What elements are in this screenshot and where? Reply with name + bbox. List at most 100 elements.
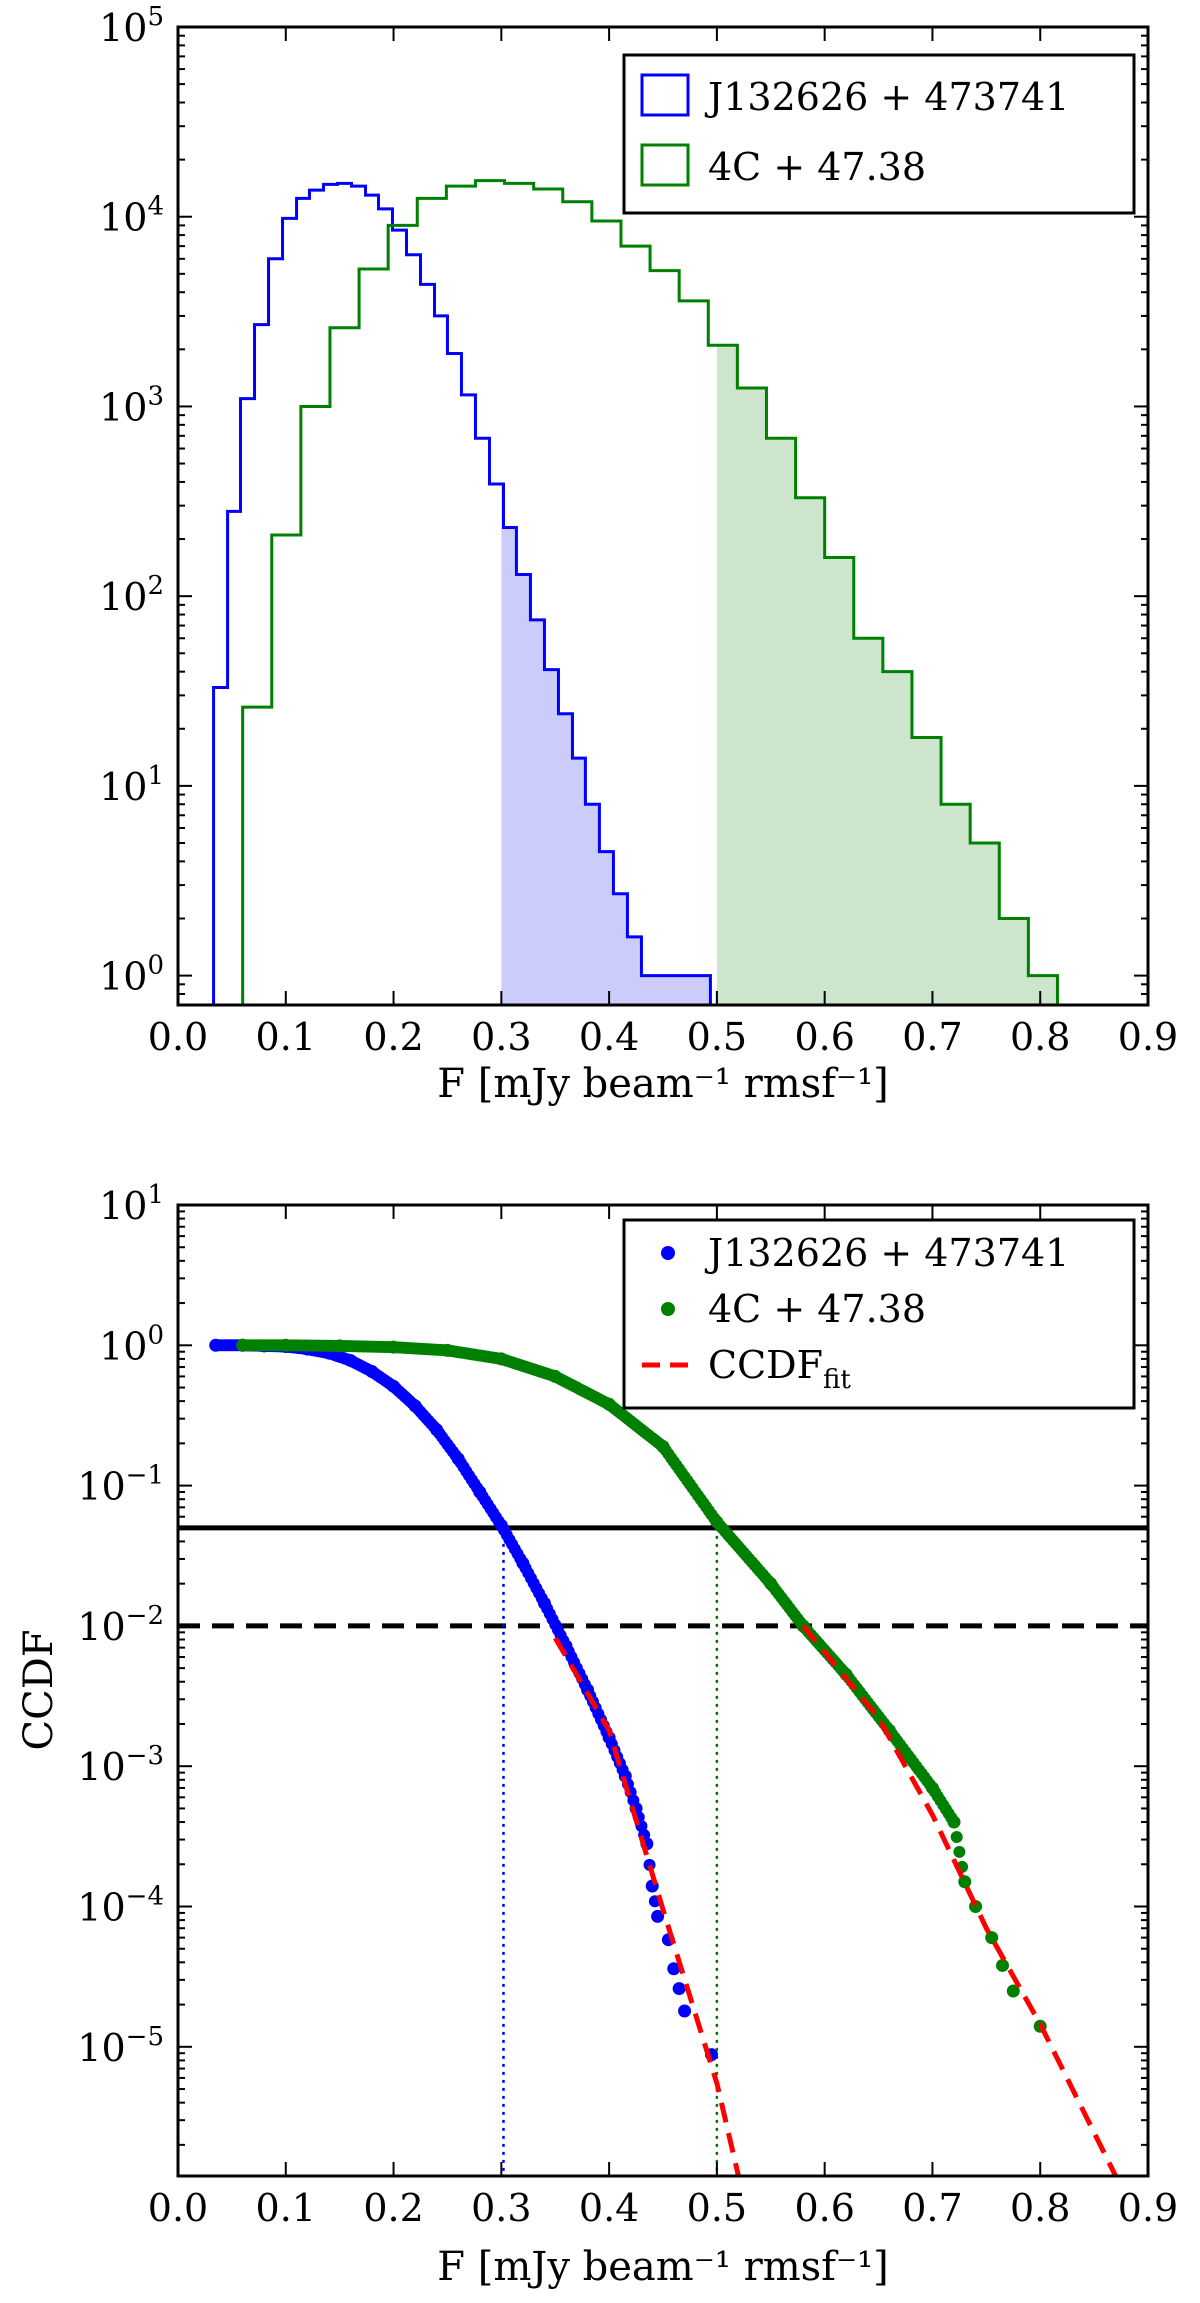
y-tick-label: 10−4 (77, 1882, 164, 1930)
y-tick-base: 10 (77, 1886, 125, 1930)
x-tick-label: 0.1 (256, 2186, 316, 2230)
y-tick-base: 10 (99, 955, 147, 999)
shaded-bar (668, 975, 683, 1005)
legend-swatch (640, 143, 690, 187)
y-tick-base: 10 (77, 1745, 125, 1789)
data-point (516, 1556, 530, 1570)
y-tick-label: 10−2 (77, 1601, 164, 1649)
x-tick-label: 0.0 (148, 1015, 208, 1059)
x-tick-label: 0.4 (579, 2186, 639, 2230)
legend-label: J132626 + 473741 (704, 75, 1069, 119)
y-tick-base: 10 (77, 1465, 125, 1509)
legend-label: 4C + 47.38 (708, 145, 926, 189)
shaded-bar (544, 669, 560, 1005)
shaded-bar (599, 851, 615, 1005)
y-tick-label: 103 (99, 381, 164, 429)
data-point (473, 1485, 487, 1499)
shaded-bar (585, 804, 601, 1005)
reference-lines (178, 1525, 1148, 2176)
shaded-bar (911, 737, 942, 1005)
legend: J132626 + 473741 4C + 47.38 (622, 53, 1136, 215)
y-tick-labels: 100 101 102 103 104 105 (99, 2, 164, 999)
y-tick-label: 10−3 (77, 1741, 164, 1789)
shaded-bar (641, 975, 655, 1005)
data-point (953, 1845, 966, 1858)
shaded-bar (716, 345, 738, 1005)
legend-marker (661, 1302, 675, 1316)
legend-marker (661, 1246, 675, 1260)
y-tick-base: 10 (99, 765, 147, 809)
y-tick-exponent: 5 (147, 2, 164, 32)
shaded-bar (654, 975, 669, 1005)
shaded-bar (1028, 975, 1059, 1005)
data-point (209, 1338, 223, 1352)
histogram-panel: 0.0 0.1 0.2 0.3 0.4 0.5 0.6 0.7 0.8 0.9 … (99, 2, 1178, 1107)
shaded-bar (853, 638, 884, 1005)
x-tick-label: 0.6 (794, 2186, 854, 2230)
data-point (985, 1931, 999, 1945)
y-tick-base: 10 (99, 575, 147, 619)
histogram-steps (212, 179, 1059, 1005)
ccdf-points (209, 1338, 1047, 2062)
data-point (343, 1353, 357, 1367)
data-point (764, 1577, 778, 1591)
x-tick-label: 0.8 (1010, 1015, 1070, 1059)
data-point (408, 1399, 422, 1413)
data-point (387, 1340, 401, 1354)
y-tick-exponent: −1 (126, 1461, 164, 1491)
y-tick-label: 101 (99, 1180, 164, 1228)
x-tick-label: 0.8 (1010, 2186, 1070, 2230)
y-tick-base: 10 (99, 196, 147, 240)
data-point (494, 1352, 508, 1366)
data-point (958, 1875, 972, 1889)
data-point (667, 1962, 681, 1976)
x-axis-label: F [mJy beam⁻¹ rmsf⁻¹] (437, 1061, 888, 1107)
shaded-bar (795, 497, 826, 1005)
shaded-bar (941, 804, 971, 1005)
x-tick-label: 0.7 (902, 2186, 962, 2230)
data-point (537, 1596, 551, 1610)
y-tick-label: 105 (99, 2, 164, 50)
y-tick-base: 10 (99, 385, 147, 429)
x-tick-label: 0.5 (687, 1015, 747, 1059)
x-tick-labels: 0.0 0.1 0.2 0.3 0.4 0.5 0.6 0.7 0.8 0.9 (148, 2186, 1178, 2230)
data-point (996, 1958, 1009, 1972)
data-point (925, 1781, 939, 1795)
plot-frame (176, 1203, 1150, 2178)
legend-label: CCDFfit (708, 1343, 851, 1395)
data-point (430, 1423, 444, 1437)
shaded-bar (824, 557, 855, 1005)
y-tick-exponent: 3 (147, 381, 164, 411)
x-tick-label: 0.0 (148, 2186, 208, 2230)
legend-swatch (640, 73, 690, 117)
tick-marks (177, 1204, 1149, 2176)
data-point (236, 1338, 250, 1352)
data-point (947, 1815, 961, 1829)
shaded-bar (970, 843, 1000, 1005)
shaded-bar (696, 975, 712, 1005)
data-point (710, 1515, 724, 1529)
ccdf-fits (553, 1624, 1118, 2176)
data-point (656, 1439, 670, 1453)
data-point (950, 1830, 963, 1843)
data-point (387, 1379, 401, 1393)
data-point (440, 1343, 454, 1357)
legend-label-base: CCDF (708, 1343, 823, 1387)
data-point (365, 1365, 379, 1379)
shaded-bar (613, 893, 629, 1005)
shaded-tails (501, 345, 1059, 1005)
shaded-bar (766, 438, 797, 1005)
x-tick-label: 0.5 (687, 2186, 747, 2230)
data-point (451, 1452, 465, 1466)
legend: J132626 + 473741 4C + 47.38 CCDFfit (622, 1218, 1136, 1410)
y-tick-exponent: 4 (147, 192, 164, 222)
y-tick-exponent: 0 (147, 1320, 164, 1350)
legend-frame (622, 53, 1136, 215)
shaded-bar (516, 574, 532, 1005)
x-tick-label: 0.3 (471, 2186, 531, 2230)
shaded-bar (501, 484, 505, 1005)
x-tick-label: 0.9 (1118, 1015, 1178, 1059)
data-point (1006, 1984, 1020, 1998)
